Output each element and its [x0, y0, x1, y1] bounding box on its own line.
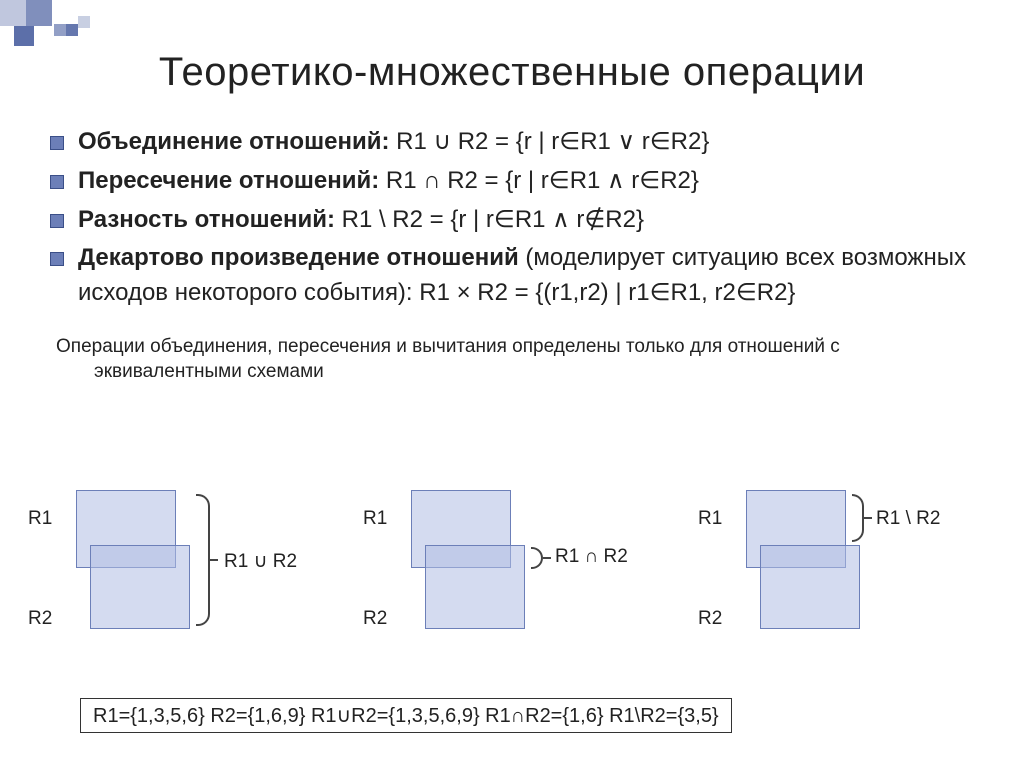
- bullet-bold: Декартово произведение отношений: [78, 244, 519, 271]
- label-r2: R2: [363, 608, 387, 630]
- bullet-list: Объединение отношений: R1 ∪ R2 = {r | r∈…: [50, 125, 974, 311]
- venn-diagrams: R1 R2 R1 ∪ R2 R1 R2 R1 ∩ R2 R1 R2 R1 \ R…: [28, 490, 998, 680]
- bullet-item: Пересечение отношений: R1 ∩ R2 = {r | r∈…: [50, 164, 974, 199]
- label-r1: R1: [698, 508, 722, 530]
- slide-title: Теоретико-множественные операции: [0, 0, 1024, 95]
- bullet-item: Декартово произведение отношений (модели…: [50, 241, 974, 311]
- bullet-bold: Объединение отношений:: [78, 128, 389, 155]
- brace-icon: [852, 494, 864, 542]
- example-box: R1={1,3,5,6} R2={1,6,9} R1∪R2={1,3,5,6,9…: [80, 698, 732, 733]
- bullet-item: Разность отношений: R1 \ R2 = {r | r∈R1 …: [50, 203, 974, 238]
- diagram-difference: R1 R2 R1 \ R2: [698, 490, 1008, 660]
- label-r2: R2: [28, 608, 52, 630]
- rect-r2: [425, 545, 525, 629]
- rect-r2: [760, 545, 860, 629]
- diagram-intersection: R1 R2 R1 ∩ R2: [363, 490, 673, 660]
- rect-r2: [90, 545, 190, 629]
- brace-icon: [196, 494, 210, 626]
- label-result: R1 ∩ R2: [555, 546, 628, 568]
- brace-icon: [531, 547, 543, 569]
- diagram-union: R1 R2 R1 ∪ R2: [28, 490, 338, 660]
- bullet-bold: Пересечение отношений:: [78, 167, 379, 194]
- bullet-bold: Разность отношений:: [78, 206, 335, 233]
- label-r1: R1: [363, 508, 387, 530]
- bullet-text: R1 ∪ R2 = {r | r∈R1 ∨ r∈R2}: [389, 128, 709, 155]
- label-result: R1 ∪ R2: [224, 550, 297, 573]
- label-r2: R2: [698, 608, 722, 630]
- slide-corner-decoration: [0, 0, 110, 50]
- note-text: Операции объединения, пересечения и вычи…: [56, 335, 968, 384]
- bullet-item: Объединение отношений: R1 ∪ R2 = {r | r∈…: [50, 125, 974, 160]
- label-r1: R1: [28, 508, 52, 530]
- bullet-text: R1 \ R2 = {r | r∈R1 ∧ r∉R2}: [335, 206, 644, 233]
- label-result: R1 \ R2: [876, 508, 940, 530]
- bullet-text: R1 ∩ R2 = {r | r∈R1 ∧ r∈R2}: [379, 167, 699, 194]
